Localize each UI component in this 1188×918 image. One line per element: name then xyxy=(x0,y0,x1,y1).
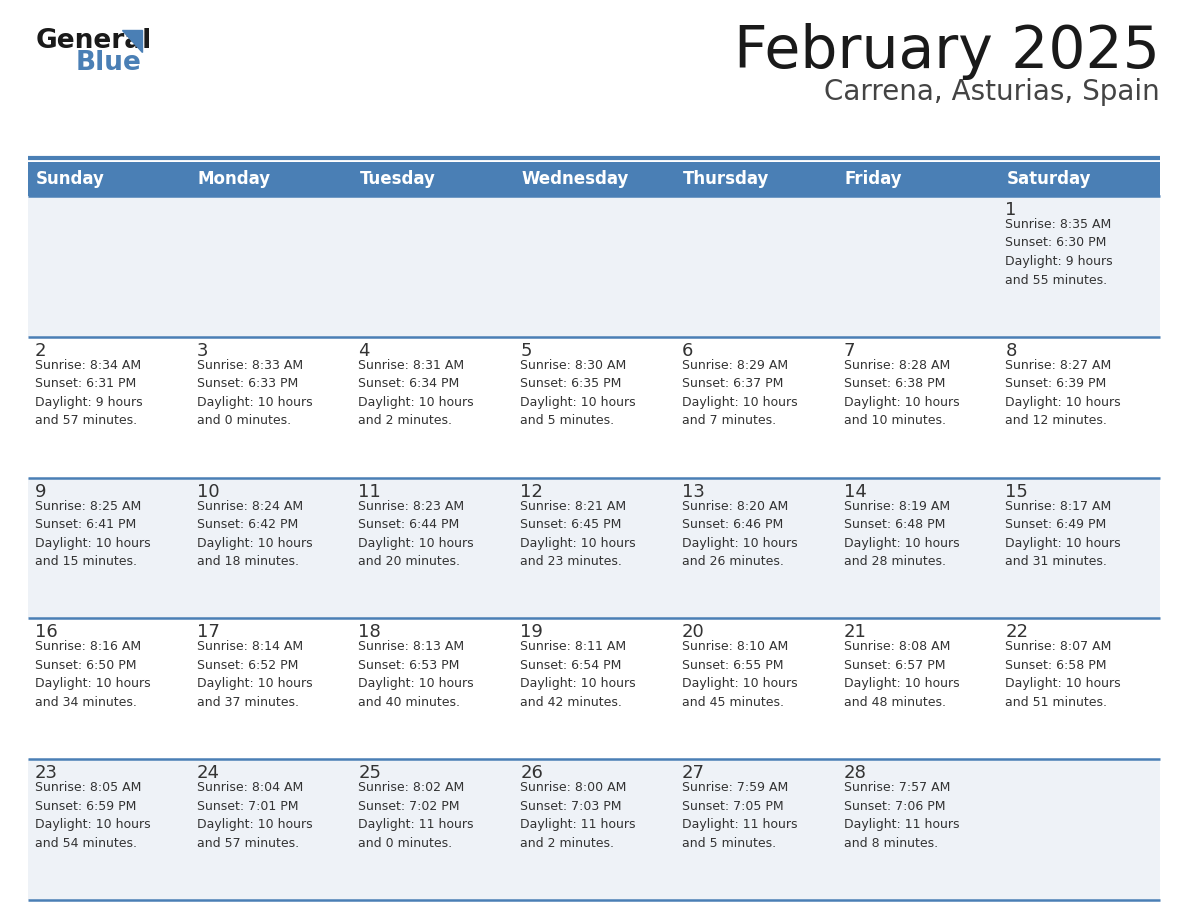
Text: 21: 21 xyxy=(843,623,866,642)
Text: 24: 24 xyxy=(197,764,220,782)
Text: Sunrise: 8:29 AM
Sunset: 6:37 PM
Daylight: 10 hours
and 7 minutes.: Sunrise: 8:29 AM Sunset: 6:37 PM Dayligh… xyxy=(682,359,797,427)
Text: 26: 26 xyxy=(520,764,543,782)
Text: Sunrise: 8:00 AM
Sunset: 7:03 PM
Daylight: 11 hours
and 2 minutes.: Sunrise: 8:00 AM Sunset: 7:03 PM Dayligh… xyxy=(520,781,636,850)
Text: 23: 23 xyxy=(34,764,58,782)
Text: Sunrise: 8:35 AM
Sunset: 6:30 PM
Daylight: 9 hours
and 55 minutes.: Sunrise: 8:35 AM Sunset: 6:30 PM Dayligh… xyxy=(1005,218,1113,286)
Text: Thursday: Thursday xyxy=(683,170,770,188)
Text: Sunrise: 8:27 AM
Sunset: 6:39 PM
Daylight: 10 hours
and 12 minutes.: Sunrise: 8:27 AM Sunset: 6:39 PM Dayligh… xyxy=(1005,359,1121,427)
Bar xyxy=(29,619,1159,759)
Text: Sunrise: 8:08 AM
Sunset: 6:57 PM
Daylight: 10 hours
and 48 minutes.: Sunrise: 8:08 AM Sunset: 6:57 PM Dayligh… xyxy=(843,641,959,709)
Text: Wednesday: Wednesday xyxy=(522,170,628,188)
Text: 19: 19 xyxy=(520,623,543,642)
Text: Sunrise: 8:30 AM
Sunset: 6:35 PM
Daylight: 10 hours
and 5 minutes.: Sunrise: 8:30 AM Sunset: 6:35 PM Dayligh… xyxy=(520,359,636,427)
Text: Sunrise: 8:04 AM
Sunset: 7:01 PM
Daylight: 10 hours
and 57 minutes.: Sunrise: 8:04 AM Sunset: 7:01 PM Dayligh… xyxy=(197,781,312,850)
Text: Sunrise: 8:19 AM
Sunset: 6:48 PM
Daylight: 10 hours
and 28 minutes.: Sunrise: 8:19 AM Sunset: 6:48 PM Dayligh… xyxy=(843,499,959,568)
Text: Sunrise: 8:34 AM
Sunset: 6:31 PM
Daylight: 9 hours
and 57 minutes.: Sunrise: 8:34 AM Sunset: 6:31 PM Dayligh… xyxy=(34,359,143,427)
Text: Carrena, Asturias, Spain: Carrena, Asturias, Spain xyxy=(824,78,1159,106)
Text: 18: 18 xyxy=(359,623,381,642)
Text: Monday: Monday xyxy=(197,170,271,188)
Text: Sunday: Sunday xyxy=(36,170,105,188)
Text: 13: 13 xyxy=(682,483,704,500)
Text: 17: 17 xyxy=(197,623,220,642)
Bar xyxy=(29,337,1159,477)
Text: General: General xyxy=(36,28,152,54)
Bar xyxy=(29,477,1159,619)
Text: 27: 27 xyxy=(682,764,704,782)
Text: Sunrise: 8:16 AM
Sunset: 6:50 PM
Daylight: 10 hours
and 34 minutes.: Sunrise: 8:16 AM Sunset: 6:50 PM Dayligh… xyxy=(34,641,151,709)
Text: Sunrise: 8:33 AM
Sunset: 6:33 PM
Daylight: 10 hours
and 0 minutes.: Sunrise: 8:33 AM Sunset: 6:33 PM Dayligh… xyxy=(197,359,312,427)
Text: 6: 6 xyxy=(682,341,694,360)
Text: 25: 25 xyxy=(359,764,381,782)
Text: 8: 8 xyxy=(1005,341,1017,360)
Text: Saturday: Saturday xyxy=(1006,170,1091,188)
Bar xyxy=(29,162,1159,196)
Text: 12: 12 xyxy=(520,483,543,500)
Text: Sunrise: 8:07 AM
Sunset: 6:58 PM
Daylight: 10 hours
and 51 minutes.: Sunrise: 8:07 AM Sunset: 6:58 PM Dayligh… xyxy=(1005,641,1121,709)
Text: 9: 9 xyxy=(34,483,46,500)
Text: Sunrise: 7:57 AM
Sunset: 7:06 PM
Daylight: 11 hours
and 8 minutes.: Sunrise: 7:57 AM Sunset: 7:06 PM Dayligh… xyxy=(843,781,959,850)
Text: Sunrise: 8:23 AM
Sunset: 6:44 PM
Daylight: 10 hours
and 20 minutes.: Sunrise: 8:23 AM Sunset: 6:44 PM Dayligh… xyxy=(359,499,474,568)
Text: Sunrise: 8:24 AM
Sunset: 6:42 PM
Daylight: 10 hours
and 18 minutes.: Sunrise: 8:24 AM Sunset: 6:42 PM Dayligh… xyxy=(197,499,312,568)
Text: Sunrise: 7:59 AM
Sunset: 7:05 PM
Daylight: 11 hours
and 5 minutes.: Sunrise: 7:59 AM Sunset: 7:05 PM Dayligh… xyxy=(682,781,797,850)
Text: 5: 5 xyxy=(520,341,532,360)
Text: Friday: Friday xyxy=(845,170,902,188)
Text: 28: 28 xyxy=(843,764,866,782)
Text: Sunrise: 8:25 AM
Sunset: 6:41 PM
Daylight: 10 hours
and 15 minutes.: Sunrise: 8:25 AM Sunset: 6:41 PM Dayligh… xyxy=(34,499,151,568)
Bar xyxy=(29,759,1159,900)
Text: Sunrise: 8:10 AM
Sunset: 6:55 PM
Daylight: 10 hours
and 45 minutes.: Sunrise: 8:10 AM Sunset: 6:55 PM Dayligh… xyxy=(682,641,797,709)
Bar xyxy=(29,196,1159,337)
Text: 3: 3 xyxy=(197,341,208,360)
Text: Sunrise: 8:11 AM
Sunset: 6:54 PM
Daylight: 10 hours
and 42 minutes.: Sunrise: 8:11 AM Sunset: 6:54 PM Dayligh… xyxy=(520,641,636,709)
Text: 10: 10 xyxy=(197,483,220,500)
Text: 7: 7 xyxy=(843,341,855,360)
Text: Sunrise: 8:14 AM
Sunset: 6:52 PM
Daylight: 10 hours
and 37 minutes.: Sunrise: 8:14 AM Sunset: 6:52 PM Dayligh… xyxy=(197,641,312,709)
Text: 2: 2 xyxy=(34,341,46,360)
Text: February 2025: February 2025 xyxy=(734,23,1159,80)
Text: Sunrise: 8:21 AM
Sunset: 6:45 PM
Daylight: 10 hours
and 23 minutes.: Sunrise: 8:21 AM Sunset: 6:45 PM Dayligh… xyxy=(520,499,636,568)
Text: 14: 14 xyxy=(843,483,866,500)
Text: Sunrise: 8:05 AM
Sunset: 6:59 PM
Daylight: 10 hours
and 54 minutes.: Sunrise: 8:05 AM Sunset: 6:59 PM Dayligh… xyxy=(34,781,151,850)
Text: Sunrise: 8:02 AM
Sunset: 7:02 PM
Daylight: 11 hours
and 0 minutes.: Sunrise: 8:02 AM Sunset: 7:02 PM Dayligh… xyxy=(359,781,474,850)
Text: Sunrise: 8:17 AM
Sunset: 6:49 PM
Daylight: 10 hours
and 31 minutes.: Sunrise: 8:17 AM Sunset: 6:49 PM Dayligh… xyxy=(1005,499,1121,568)
Text: 4: 4 xyxy=(359,341,369,360)
Text: 16: 16 xyxy=(34,623,58,642)
Text: 20: 20 xyxy=(682,623,704,642)
Text: Sunrise: 8:31 AM
Sunset: 6:34 PM
Daylight: 10 hours
and 2 minutes.: Sunrise: 8:31 AM Sunset: 6:34 PM Dayligh… xyxy=(359,359,474,427)
Text: Tuesday: Tuesday xyxy=(360,170,435,188)
Text: 1: 1 xyxy=(1005,201,1017,219)
Text: Sunrise: 8:13 AM
Sunset: 6:53 PM
Daylight: 10 hours
and 40 minutes.: Sunrise: 8:13 AM Sunset: 6:53 PM Dayligh… xyxy=(359,641,474,709)
Polygon shape xyxy=(122,30,143,52)
Text: 15: 15 xyxy=(1005,483,1028,500)
Text: Sunrise: 8:20 AM
Sunset: 6:46 PM
Daylight: 10 hours
and 26 minutes.: Sunrise: 8:20 AM Sunset: 6:46 PM Dayligh… xyxy=(682,499,797,568)
Text: Sunrise: 8:28 AM
Sunset: 6:38 PM
Daylight: 10 hours
and 10 minutes.: Sunrise: 8:28 AM Sunset: 6:38 PM Dayligh… xyxy=(843,359,959,427)
Text: Blue: Blue xyxy=(76,50,141,76)
Text: 11: 11 xyxy=(359,483,381,500)
Text: 22: 22 xyxy=(1005,623,1029,642)
